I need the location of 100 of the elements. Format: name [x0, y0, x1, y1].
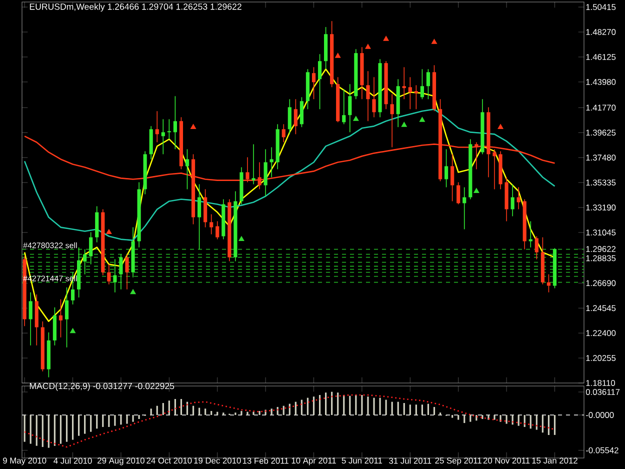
- candlestick: [143, 150, 147, 195]
- candlestick: [131, 226, 135, 278]
- candlestick: [46, 332, 50, 378]
- y-tick-label: 1.37480: [586, 154, 616, 161]
- candlestick: [173, 96, 177, 150]
- candlestick: [510, 184, 514, 217]
- candlestick: [83, 248, 87, 275]
- candlestick: [34, 294, 38, 346]
- x-tick-label: 29 Aug 2010: [98, 458, 144, 466]
- candlestick: [408, 76, 412, 110]
- candlestick: [318, 54, 322, 110]
- line-series: [24, 394, 556, 448]
- candlestick: [228, 198, 232, 262]
- point: [70, 328, 76, 334]
- candlestick: [167, 118, 171, 140]
- candlestick: [372, 76, 376, 118]
- candlestick: [137, 182, 141, 248]
- x-tick-label: 9 May 2010: [3, 458, 46, 466]
- x-tick-label: 24 Oct 2010: [146, 458, 192, 464]
- candlestick: [414, 84, 418, 110]
- y-tick-label: 1.29622: [586, 246, 616, 252]
- point: [365, 44, 371, 49]
- candlestick: [522, 198, 526, 250]
- x-tick-label: 4 Jul 2010: [54, 458, 92, 464]
- y-tick-label: 1.20255: [586, 355, 616, 362]
- point: [130, 289, 136, 294]
- candlestick: [450, 154, 454, 202]
- candlestick: [119, 254, 123, 290]
- candlestick: [264, 148, 268, 197]
- candlestick: [64, 286, 69, 348]
- x-tick-label: 13 Feb 2011: [242, 458, 288, 464]
- candlestick: [95, 206, 99, 243]
- point: [106, 229, 112, 234]
- y-tick-label: 1.35335: [586, 180, 616, 186]
- x-tick-label: 5 Jun 2011: [342, 458, 382, 464]
- y-tick-label: 1.26690: [586, 280, 616, 286]
- candlestick: [354, 48, 358, 100]
- point: [498, 124, 504, 129]
- candlestick: [234, 190, 238, 262]
- candlestick: [107, 264, 111, 285]
- candlestick: [360, 46, 364, 100]
- candlestick: [52, 306, 57, 346]
- candlestick: [58, 298, 63, 338]
- y-tick-label: 1.41770: [586, 104, 616, 111]
- point: [383, 36, 389, 41]
- y-tick-label: 1.50415: [586, 4, 616, 10]
- candlestick: [426, 68, 430, 100]
- candlestick: [252, 144, 256, 185]
- candlestick: [216, 220, 220, 240]
- candlestick: [390, 94, 394, 148]
- candlestick: [384, 60, 388, 110]
- candlestick: [552, 248, 557, 289]
- point: [431, 38, 438, 44]
- point: [238, 236, 244, 242]
- candlestick: [28, 292, 32, 346]
- y-tick-label: 1.46125: [586, 54, 616, 60]
- candlestick: [312, 66, 316, 100]
- point: [419, 116, 426, 122]
- candlestick: [185, 148, 190, 190]
- y-tick-label: -0.05542: [586, 447, 618, 454]
- x-tick-label: 10 Apr 2011: [292, 458, 336, 466]
- y-tick-label: 1.43980: [586, 78, 616, 85]
- y-tick-label: 1.33190: [586, 204, 616, 210]
- candlestick: [113, 258, 117, 293]
- candlestick: [468, 138, 472, 200]
- candlestick: [300, 96, 304, 128]
- point: [401, 122, 407, 127]
- point: [190, 124, 196, 129]
- candlestick: [540, 236, 544, 285]
- candlestick: [504, 176, 508, 222]
- y-tick-label: 1.48270: [586, 29, 616, 35]
- candlestick: [204, 188, 208, 228]
- candlestick: [480, 98, 484, 155]
- candlestick: [396, 78, 400, 128]
- y-tick-label: 1.24545: [586, 305, 616, 312]
- candlestick: [456, 182, 460, 205]
- candlestick: [77, 247, 81, 298]
- candlestick: [420, 68, 424, 100]
- candlestick: [276, 124, 280, 170]
- candlestick: [179, 116, 184, 170]
- x-tick-label: 19 Dec 2010: [194, 458, 241, 464]
- x-tick-label: 31 Jul 2011: [389, 458, 432, 464]
- x-tick-label: 20 Nov 2011: [483, 458, 530, 464]
- y-tick-label: 1.28835: [586, 255, 616, 262]
- y-tick-label: 1.39625: [586, 130, 616, 136]
- candlestick: [474, 142, 478, 170]
- candlestick: [294, 98, 298, 135]
- candlestick: [89, 232, 93, 265]
- point: [353, 116, 359, 121]
- candlestick: [210, 214, 214, 235]
- candlestick: [432, 64, 436, 112]
- candlestick: [149, 126, 153, 160]
- y-tick-label: 1.22400: [586, 330, 616, 336]
- y-tick-label: 0.036117: [586, 388, 620, 395]
- candlestick: [498, 150, 502, 190]
- candlestick: [366, 70, 370, 122]
- candlestick: [378, 58, 382, 118]
- y-tick-label: -0.0000: [586, 412, 614, 418]
- candlestick: [197, 184, 202, 250]
- candlestick: [270, 146, 274, 178]
